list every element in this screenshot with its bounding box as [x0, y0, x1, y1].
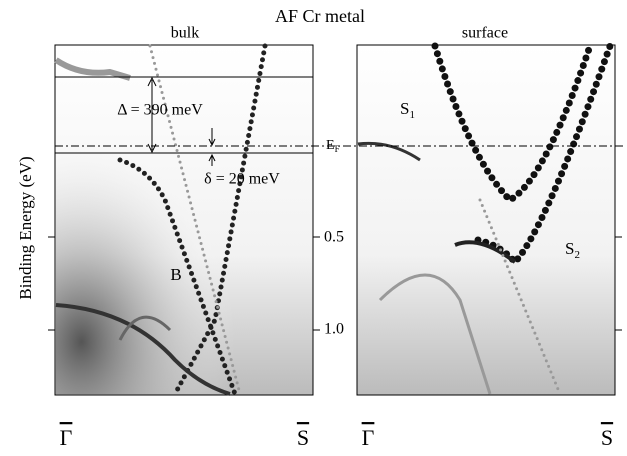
band: [55, 303, 231, 396]
band: [357, 141, 421, 162]
band-label: B: [170, 265, 181, 284]
label-main: S: [400, 99, 409, 118]
band: [454, 240, 517, 264]
annotation: δ = 20 meV: [204, 171, 280, 188]
label-sub: F: [335, 144, 340, 154]
label-sub: 1: [409, 109, 415, 121]
y-tick-label: 0.5: [324, 229, 344, 246]
label-main: S: [565, 239, 574, 258]
fermi-label: EF: [326, 138, 340, 154]
arrow-head: [147, 76, 157, 154]
band-label: S2: [565, 239, 580, 261]
figure-title: AF Cr metal: [275, 6, 365, 26]
band: [148, 44, 242, 396]
band: [117, 157, 238, 397]
y-axis-label: Binding Energy (eV): [16, 156, 35, 299]
spectral-shade: [56, 46, 312, 394]
y-axis: 0.5 1.0 Binding Energy (eV): [16, 156, 622, 338]
band: [378, 273, 492, 395]
panel-label: bulk: [171, 25, 199, 42]
band: [478, 198, 562, 396]
x-label: S: [601, 425, 613, 450]
band-label: S1: [400, 99, 415, 121]
surface-panel: S1 S2: [356, 42, 616, 396]
label-main: E: [326, 138, 335, 153]
panel-frame: [356, 44, 616, 396]
arrow: [208, 128, 216, 166]
band: [172, 43, 268, 397]
annotation: Δ = 390 meV: [117, 102, 203, 119]
band: [118, 315, 172, 341]
y-tick-label: 1.0: [324, 321, 344, 338]
x-label: S: [297, 425, 309, 450]
panel-label: surface: [462, 25, 508, 42]
band: [431, 42, 594, 205]
band: [54, 57, 131, 81]
band: [474, 42, 614, 268]
x-label: Γ: [60, 425, 73, 450]
x-label: Γ: [362, 425, 375, 450]
label-sub: 2: [574, 249, 580, 261]
bulk-panel: Δ = 390 meV δ = 20 meV B: [54, 43, 314, 397]
